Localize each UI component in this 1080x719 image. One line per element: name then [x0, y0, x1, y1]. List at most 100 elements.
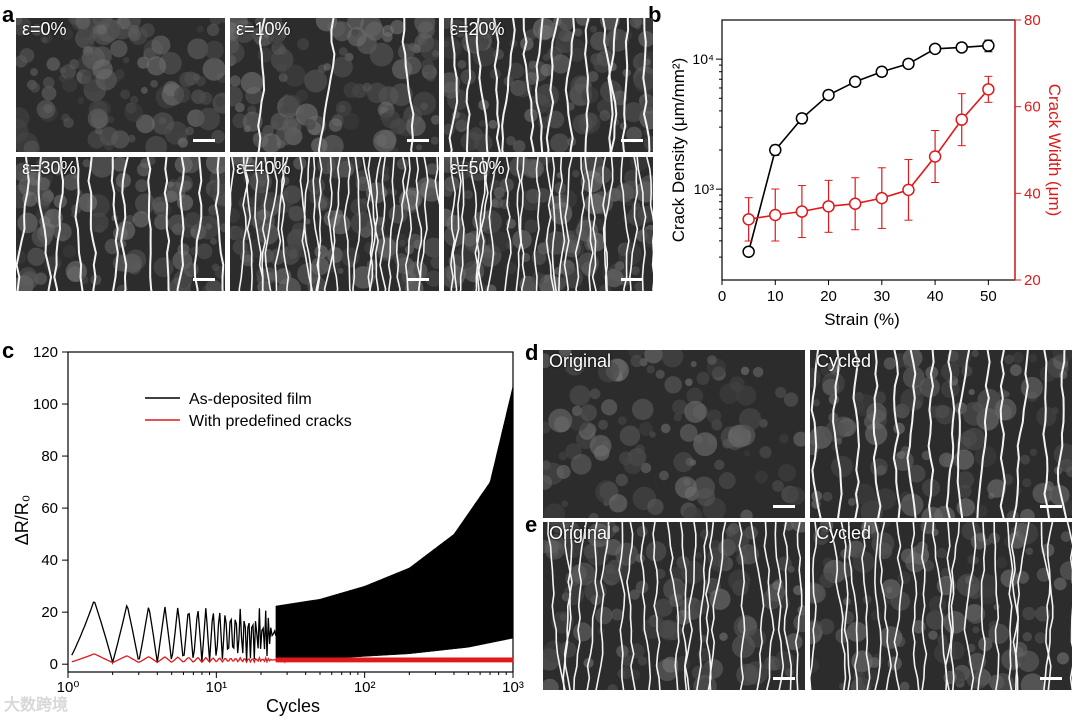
grain: [288, 205, 305, 222]
micrograph-e-0: Original: [543, 522, 805, 690]
grain: [92, 25, 101, 34]
grain: [1022, 478, 1032, 488]
grain: [1049, 490, 1056, 498]
grain: [277, 277, 301, 291]
crack-line: [963, 522, 977, 690]
grain: [420, 59, 435, 73]
grain: [337, 267, 344, 275]
grain: [362, 82, 372, 93]
grain: [350, 211, 373, 235]
crack-line: [564, 18, 576, 152]
micrograph-texture: [543, 350, 805, 518]
crack-line: [352, 157, 361, 291]
grain: [559, 350, 572, 358]
grain: [661, 350, 684, 368]
grain: [174, 86, 191, 104]
grain: [556, 464, 571, 479]
grain: [1017, 656, 1026, 664]
crack-line: [852, 350, 861, 518]
grain: [416, 144, 423, 151]
grain: [558, 451, 568, 461]
crack-line: [522, 18, 535, 152]
grain: [627, 206, 648, 227]
grain: [564, 356, 585, 376]
grain: [905, 552, 926, 573]
data-point: [902, 183, 915, 197]
crack-line: [493, 18, 501, 152]
oscillation-1: [71, 653, 287, 664]
series-line-right: [748, 88, 990, 221]
grain: [586, 523, 611, 548]
grain: [812, 399, 820, 407]
crack-line: [464, 18, 472, 152]
grain: [615, 473, 628, 487]
micrograph-a-0: ε=0%: [16, 18, 225, 152]
grain: [120, 89, 131, 100]
x-tick-label: 10²: [354, 679, 376, 696]
scale-bar: [1040, 677, 1062, 680]
grain: [647, 498, 664, 516]
grain: [408, 112, 420, 124]
data-point: [848, 197, 862, 210]
grain: [609, 101, 628, 119]
grain: [341, 112, 360, 130]
crack-line: [417, 157, 429, 291]
micrograph-label: ε=40%: [236, 158, 291, 178]
grain: [335, 100, 352, 117]
grain: [524, 219, 539, 234]
grain: [1058, 370, 1068, 380]
grain: [543, 353, 552, 369]
grain: [830, 455, 853, 478]
crack-line: [551, 157, 557, 291]
grain: [382, 32, 393, 43]
grain: [366, 82, 388, 104]
grain: [589, 388, 601, 400]
y-tick-label: 0: [50, 656, 58, 673]
grain: [531, 272, 545, 285]
crack-line: [515, 157, 525, 291]
grain: [130, 95, 139, 104]
grain: [478, 120, 486, 127]
legend-as-deposited: As-deposited film: [189, 391, 312, 408]
chart-b-xlabel: Strain (%): [824, 310, 900, 329]
grain: [921, 506, 944, 518]
grain: [644, 350, 664, 364]
grain: [604, 268, 624, 288]
grain: [263, 18, 283, 29]
panel-letter-a: a: [2, 2, 15, 27]
grain: [257, 47, 273, 63]
grain: [333, 147, 340, 152]
grain: [866, 402, 887, 424]
scale-bar: [773, 677, 795, 680]
x-tick-label: 10¹: [205, 679, 227, 696]
grain: [94, 126, 103, 135]
grain: [1000, 569, 1019, 588]
grain: [338, 47, 348, 56]
grain: [323, 63, 331, 71]
grain: [426, 163, 439, 175]
grain: [177, 137, 188, 148]
micrograph-texture: [543, 522, 805, 690]
grain: [632, 398, 654, 421]
grain: [205, 157, 225, 175]
grain: [572, 622, 593, 642]
grain: [195, 215, 220, 240]
grain: [915, 543, 926, 554]
grain: [185, 126, 194, 136]
grain: [1010, 364, 1022, 376]
grain: [351, 28, 359, 36]
crack-line: [620, 157, 630, 291]
grain: [430, 115, 439, 125]
grain: [230, 208, 240, 223]
y-right-tick-label: 20: [1024, 272, 1041, 289]
grain: [184, 211, 202, 229]
grain: [572, 170, 580, 178]
micrograph-a-3: ε=30%: [16, 157, 225, 291]
grain: [719, 632, 728, 642]
grain: [43, 208, 63, 228]
y-tick-label: 10³: [694, 181, 715, 197]
grain: [492, 196, 504, 209]
grain: [420, 38, 439, 61]
grain: [407, 233, 423, 249]
crack-line: [910, 522, 920, 690]
